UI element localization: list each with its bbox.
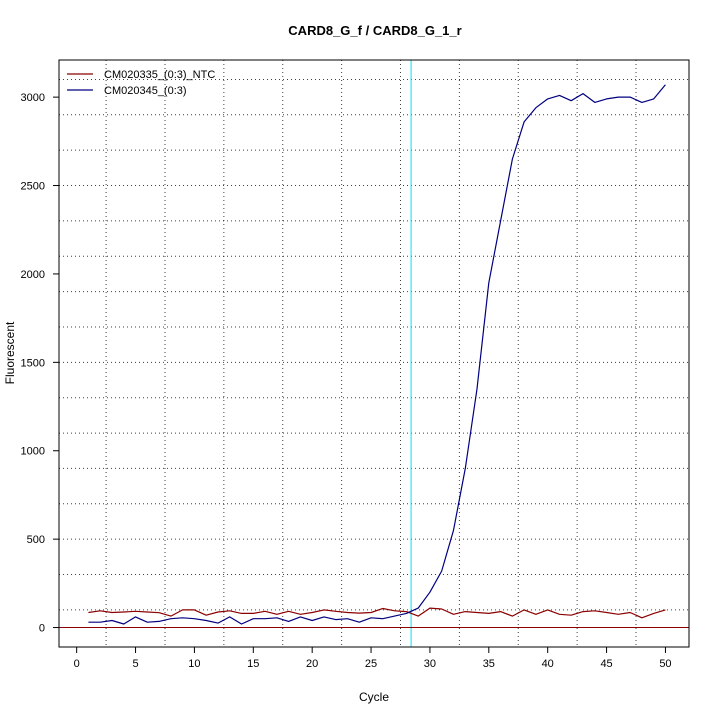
y-tick-label: 1500 [21,357,45,369]
plot-frame [58,59,690,648]
x-tick-label: 10 [188,658,200,670]
x-tick-label: 40 [542,658,554,670]
axes-layer: 0 5 10 15 20 25 30 35 40 45 5005001000150020002500… [21,92,672,670]
y-tick-label: 2500 [21,181,45,193]
y-tick-label: 0 [39,623,45,635]
x-tick-label: 20 [306,658,318,670]
chart-title: CARD8_G_f / CARD8_G_1_r [288,23,461,38]
x-tick-label: 5 [132,658,138,670]
y-tick-label: 1000 [21,446,45,458]
y-axis-label: Fluorescent [3,321,17,384]
threshold-layer [59,60,689,647]
legend-label-2: CM020345_(0:3) [104,85,187,97]
series-line-1 [88,607,666,619]
x-tick-label: 30 [424,658,436,670]
x-tick-label: 35 [483,658,495,670]
legend-label-1: CM020335_(0:3)_NTC [104,69,215,81]
x-tick-label: 25 [365,658,377,670]
y-tick-label: 500 [27,534,45,546]
x-tick-label: 0 [74,658,80,670]
y-tick-label: 2000 [21,269,45,281]
series-layer [88,84,666,625]
series-line-2 [88,84,666,625]
x-tick-label: 15 [247,658,259,670]
y-tick-label: 3000 [21,92,45,104]
legend: CM020335_(0:3)_NTC CM020345_(0:3) [67,69,215,97]
x-tick-label: 50 [659,658,671,670]
x-tick-label: 45 [600,658,612,670]
grid-layer [59,60,689,647]
x-axis-label: Cycle [359,690,389,704]
